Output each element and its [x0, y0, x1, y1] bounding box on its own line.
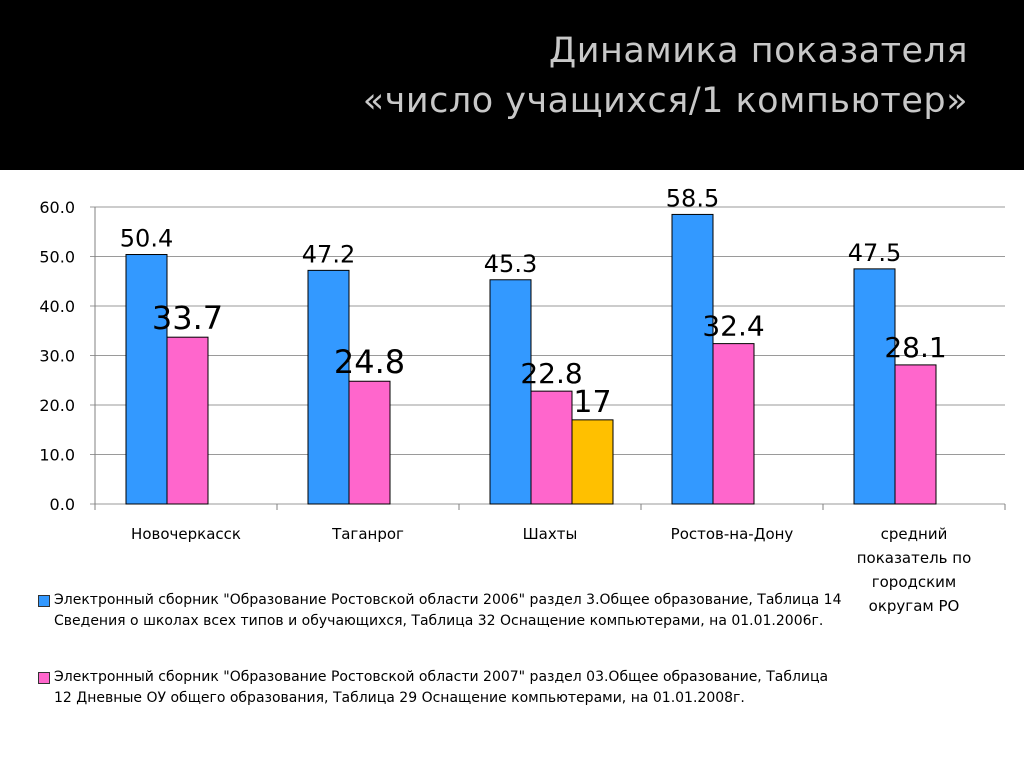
x-tick-label-line: Новочеркасск: [131, 525, 241, 543]
x-tick-label-line: Таганрог: [331, 525, 404, 543]
x-tick-label: средний показатель по городским округам РО: [857, 525, 972, 615]
legend-swatch-blue: [38, 595, 50, 607]
bar-series-1: [671, 213, 714, 505]
bar-series-2: [348, 380, 391, 505]
bar-series-3: [571, 419, 614, 505]
chart-panel: 0.0 10.0 20.0 30.0 40.0 50.0 60.0 50.4 47.2 45.3 5…: [0, 170, 1024, 768]
bar-series-1: [853, 268, 896, 505]
bar-series-1: [125, 254, 168, 505]
x-tick-label: Ростов-на-Дону: [671, 525, 794, 543]
y-tick-label: 10.0: [39, 446, 75, 465]
x-tick-label-line: округам РО: [869, 597, 960, 615]
bar-series-2: [166, 336, 209, 505]
y-tick-label: 50.0: [39, 248, 75, 267]
bar-series-2: [712, 343, 755, 505]
y-tick-label: 30.0: [39, 347, 75, 366]
y-tick-label: 0.0: [50, 495, 75, 514]
data-label: 45.3: [484, 250, 537, 278]
legend-swatch-pink: [38, 672, 50, 684]
y-tick-label: 60.0: [39, 198, 75, 217]
x-tick-label-line: показатель по: [857, 549, 972, 567]
data-label: 47.2: [302, 240, 355, 268]
data-label: 33.7: [152, 299, 223, 337]
data-label: 32.4: [702, 310, 764, 343]
legend-label-series-1: Электронный сборник "Образование Ростовс…: [54, 592, 842, 629]
y-tick-label: 20.0: [39, 396, 75, 415]
slide-title: Динамика показателя «число учащихся/1 ко…: [363, 26, 968, 126]
data-label: 58.5: [666, 184, 719, 212]
x-tick-label-line: Шахты: [523, 525, 578, 543]
x-tick-label-line: городским: [872, 573, 957, 591]
x-tick-label: Новочеркасск: [131, 525, 241, 543]
data-label: 22.8: [520, 357, 582, 390]
y-tick-label: 40.0: [39, 297, 75, 316]
data-label: 50.4: [120, 225, 173, 253]
bar-series-1: [307, 269, 350, 505]
x-tick-label: Шахты: [523, 525, 578, 543]
data-label: 28.1: [884, 331, 946, 364]
data-label: 17: [573, 385, 611, 420]
x-tick-label-line: средний: [881, 525, 948, 543]
bar-chart: 0.0 10.0 20.0 30.0 40.0 50.0 60.0 50.4 47.2 45.3 5…: [39, 184, 1006, 615]
x-tick-label: Таганрог: [331, 525, 404, 543]
title-line-1: Динамика показателя: [548, 31, 968, 71]
bar-series-2: [894, 364, 937, 505]
legend-label-series-2: Электронный сборник "Образование Ростовс…: [54, 669, 829, 706]
bar-series-2: [530, 390, 573, 505]
data-label: 47.5: [848, 239, 901, 267]
title-band: Динамика показателя «число учащихся/1 ко…: [0, 0, 1024, 160]
bar-series-1: [489, 279, 532, 505]
title-line-2: «число учащихся/1 компьютер»: [362, 81, 968, 121]
x-tick-label-line: Ростов-на-Дону: [671, 525, 794, 543]
data-label: 24.8: [334, 343, 405, 381]
